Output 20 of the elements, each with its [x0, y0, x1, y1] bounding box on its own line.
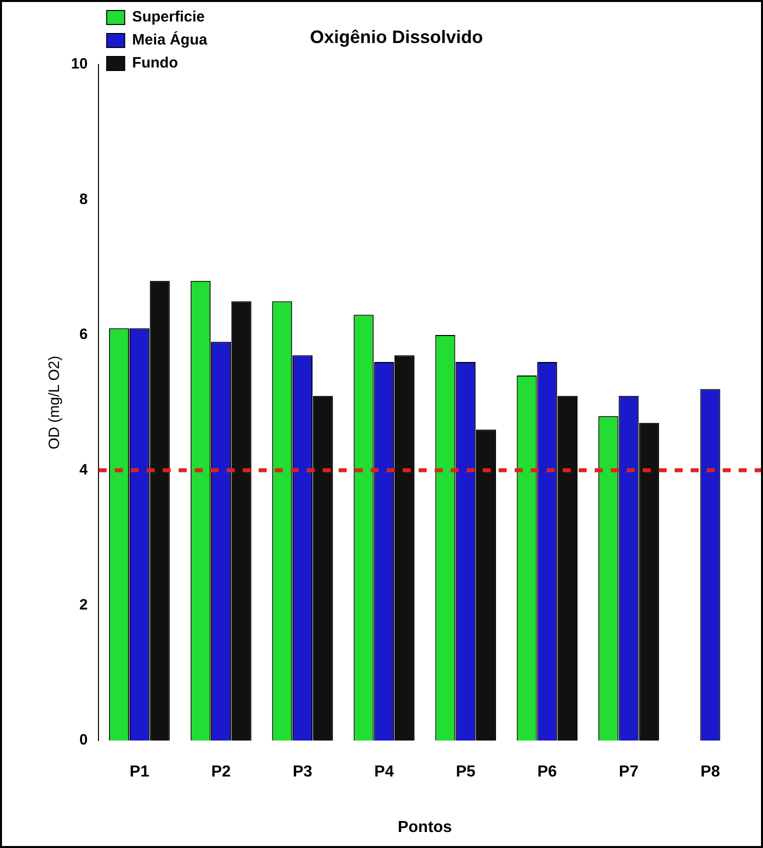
y-tick-label: 0 — [79, 732, 88, 749]
x-tick-label: P8 — [700, 764, 720, 781]
y-tick-label: 6 — [79, 326, 88, 344]
x-tick-label: P2 — [211, 764, 231, 781]
x-tick-label: P3 — [292, 764, 312, 781]
legend-label: Fundo — [132, 54, 178, 72]
y-axis-title: OD (mg/L O2) — [46, 356, 64, 450]
x-axis-title: Pontos — [398, 818, 452, 836]
x-tick-label: P4 — [374, 764, 394, 781]
x-tick-label: P7 — [618, 764, 639, 781]
y-tick-label: 8 — [79, 190, 88, 208]
chart-title: Oxigênio Dissolvido — [310, 26, 484, 47]
x-tick-label: P6 — [537, 764, 558, 781]
legend-label: Superficie — [132, 8, 205, 26]
legend-label: Meia Água — [132, 30, 208, 49]
y-tick-label: 2 — [79, 596, 88, 614]
x-tick-label: P5 — [456, 764, 476, 781]
y-tick-label: 10 — [70, 56, 88, 73]
x-tick-label: P1 — [130, 764, 150, 781]
y-tick-label: 4 — [79, 461, 88, 478]
